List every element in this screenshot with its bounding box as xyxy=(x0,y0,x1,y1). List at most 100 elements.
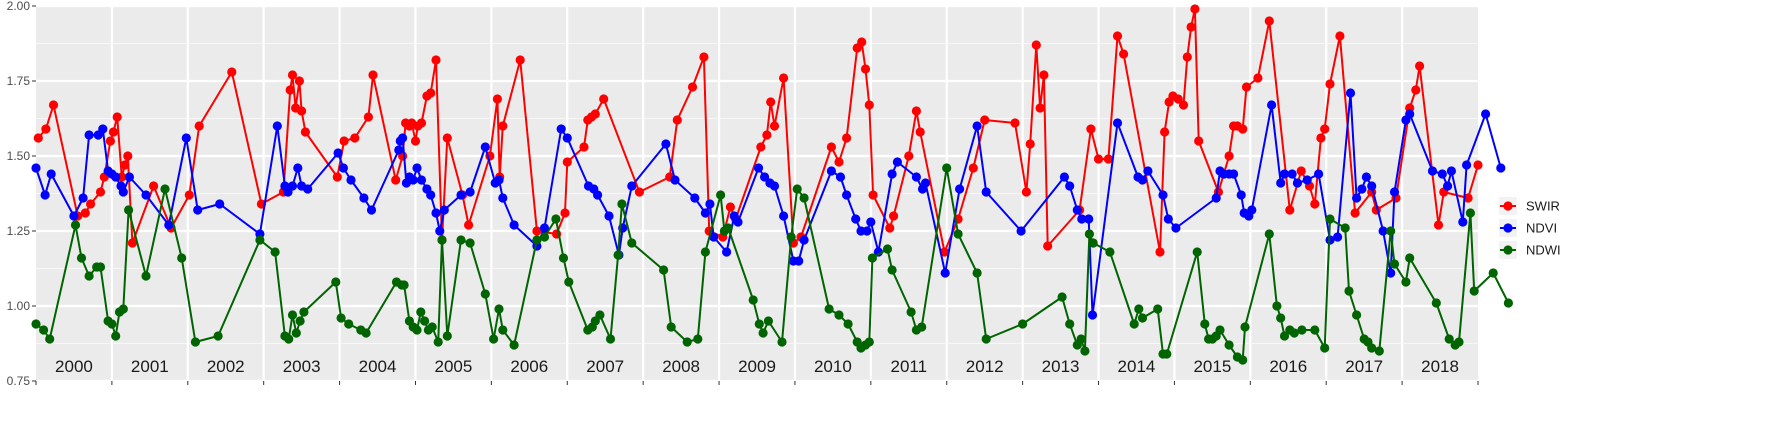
legend-marker xyxy=(1503,245,1513,255)
data-point-swir xyxy=(120,160,130,170)
data-point-ndwi xyxy=(331,277,341,287)
data-point-ndwi xyxy=(1238,355,1248,365)
data-point-ndvi xyxy=(940,268,950,278)
data-point-ndwi xyxy=(748,295,758,305)
data-point-ndwi xyxy=(1065,319,1075,329)
year-label: 2011 xyxy=(891,357,928,376)
data-point-ndwi xyxy=(558,253,569,263)
data-point-swir xyxy=(1173,94,1183,104)
data-point-ndvi xyxy=(46,169,56,179)
data-point-ndvi xyxy=(556,124,566,134)
data-point-ndvi xyxy=(1016,226,1026,236)
data-point-ndvi xyxy=(769,181,780,191)
data-point-ndvi xyxy=(303,184,313,194)
data-point-ndwi xyxy=(532,235,542,245)
data-point-ndwi xyxy=(1200,319,1210,329)
data-point-ndwi xyxy=(1129,319,1139,329)
data-point-ndwi xyxy=(906,307,916,317)
data-point-ndwi xyxy=(416,307,426,317)
data-point-ndvi xyxy=(164,220,174,230)
data-point-ndvi xyxy=(842,190,852,200)
data-point-ndvi xyxy=(1267,100,1277,110)
data-point-swir xyxy=(1335,31,1345,41)
data-point-ndvi xyxy=(1345,88,1356,98)
data-point-swir xyxy=(725,202,736,212)
data-point-swir xyxy=(1039,70,1049,80)
data-point-ndwi xyxy=(190,337,200,347)
data-point-ndwi xyxy=(118,304,128,314)
data-point-ndwi xyxy=(700,247,711,257)
data-point-ndvi xyxy=(1446,166,1456,176)
data-point-swir xyxy=(363,112,373,122)
data-point-ndvi xyxy=(661,139,671,149)
data-point-ndvi xyxy=(1247,205,1257,215)
data-point-ndvi xyxy=(1158,190,1168,200)
legend: SWIR NDVI NDWI xyxy=(1499,197,1561,259)
data-point-ndvi xyxy=(416,175,427,185)
data-point-swir xyxy=(1025,139,1035,149)
data-point-ndwi xyxy=(498,325,508,335)
data-point-ndwi xyxy=(1386,226,1396,236)
data-point-ndwi xyxy=(1503,298,1513,308)
data-point-ndwi xyxy=(834,310,844,320)
data-point-swir xyxy=(826,142,837,152)
data-point-swir xyxy=(915,127,925,137)
data-point-ndwi xyxy=(84,271,94,281)
data-point-swir xyxy=(911,106,922,116)
data-point-swir xyxy=(149,181,159,191)
data-point-ndwi xyxy=(972,268,982,278)
year-label: 2010 xyxy=(814,357,852,376)
data-point-swir xyxy=(980,115,990,125)
data-point-ndvi xyxy=(98,124,108,134)
data-point-ndvi xyxy=(862,226,872,236)
data-point-swir xyxy=(1285,205,1295,215)
data-point-ndvi xyxy=(1163,214,1173,224)
data-point-ndwi xyxy=(917,322,927,332)
data-point-swir xyxy=(687,82,698,92)
data-point-ndvi xyxy=(1333,232,1343,242)
data-point-swir xyxy=(1103,154,1113,164)
data-point-ndwi xyxy=(1084,229,1094,239)
series-layer xyxy=(31,4,1513,365)
data-point-ndvi xyxy=(498,193,508,203)
data-point-swir xyxy=(1264,16,1274,26)
data-point-ndwi xyxy=(867,253,878,263)
data-point-ndvi xyxy=(1065,181,1075,191)
data-point-ndwi xyxy=(627,238,637,248)
data-point-swir xyxy=(939,247,950,257)
data-point-ndwi xyxy=(1488,268,1498,278)
data-point-swir xyxy=(756,142,766,152)
data-point-swir xyxy=(492,94,502,104)
data-point-ndvi xyxy=(627,181,637,191)
data-point-ndvi xyxy=(40,190,50,200)
data-point-ndwi xyxy=(344,319,354,329)
data-point-ndvi xyxy=(465,187,475,197)
data-point-ndwi xyxy=(270,247,280,257)
data-point-ndwi xyxy=(1018,319,1028,329)
data-point-ndvi xyxy=(480,142,490,152)
data-point-ndvi xyxy=(760,172,770,182)
data-point-ndvi xyxy=(955,184,965,194)
data-point-ndwi xyxy=(1325,214,1335,224)
data-point-ndvi xyxy=(826,166,837,176)
data-point-swir xyxy=(1043,241,1053,251)
data-point-ndvi xyxy=(1077,214,1087,224)
data-point-ndwi xyxy=(95,262,106,272)
data-point-swir xyxy=(1190,4,1200,14)
data-point-ndwi xyxy=(494,304,504,314)
data-point-swir xyxy=(426,88,436,98)
y-tick-label: 1.00 xyxy=(7,299,31,313)
data-point-ndwi xyxy=(666,322,676,332)
data-point-ndwi xyxy=(465,238,475,248)
data-point-ndwi xyxy=(1240,322,1250,332)
data-point-swir xyxy=(1238,124,1248,134)
data-point-swir xyxy=(416,118,427,128)
data-point-ndvi xyxy=(920,178,931,188)
data-point-swir xyxy=(33,133,43,143)
data-point-ndvi xyxy=(1287,169,1297,179)
data-point-swir xyxy=(1463,193,1473,203)
data-point-swir xyxy=(1350,208,1360,218)
data-point-ndvi xyxy=(509,220,519,230)
data-point-swir xyxy=(1241,82,1252,92)
